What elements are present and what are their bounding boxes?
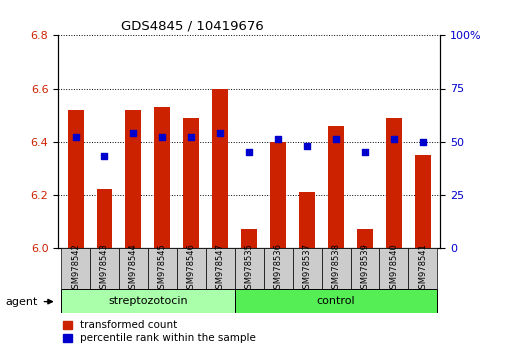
Bar: [212, 88, 228, 248]
Point: [71, 135, 79, 140]
Point: [418, 139, 426, 144]
Bar: [327, 126, 343, 248]
Text: GSM978541: GSM978541: [418, 243, 427, 293]
FancyBboxPatch shape: [119, 248, 147, 289]
Text: GSM978546: GSM978546: [186, 243, 195, 293]
Bar: [270, 142, 285, 248]
Point: [389, 137, 397, 142]
FancyBboxPatch shape: [206, 248, 234, 289]
Text: GSM978537: GSM978537: [302, 242, 311, 294]
Text: agent: agent: [5, 297, 37, 307]
FancyBboxPatch shape: [263, 248, 292, 289]
FancyBboxPatch shape: [147, 248, 177, 289]
FancyBboxPatch shape: [61, 248, 90, 289]
Point: [187, 135, 195, 140]
Text: GSM978543: GSM978543: [100, 243, 109, 293]
Bar: [298, 192, 315, 248]
FancyBboxPatch shape: [234, 289, 436, 313]
FancyBboxPatch shape: [90, 248, 119, 289]
Text: GSM978547: GSM978547: [215, 243, 224, 293]
FancyBboxPatch shape: [177, 248, 206, 289]
Text: GSM978542: GSM978542: [71, 243, 80, 293]
Text: GSM978544: GSM978544: [129, 243, 138, 293]
Text: GSM978538: GSM978538: [331, 242, 340, 294]
Bar: [154, 107, 170, 248]
Text: GSM978535: GSM978535: [244, 243, 253, 293]
Point: [331, 137, 339, 142]
Text: GSM978536: GSM978536: [273, 242, 282, 294]
FancyBboxPatch shape: [408, 248, 436, 289]
Point: [245, 149, 253, 155]
Bar: [357, 229, 372, 248]
Text: GSM978545: GSM978545: [158, 243, 167, 293]
Bar: [385, 118, 401, 248]
Text: GSM978539: GSM978539: [360, 243, 369, 293]
Legend: transformed count, percentile rank within the sample: transformed count, percentile rank withi…: [63, 320, 256, 343]
Point: [302, 143, 311, 149]
Point: [158, 135, 166, 140]
FancyBboxPatch shape: [321, 248, 350, 289]
Point: [100, 154, 109, 159]
Bar: [183, 118, 199, 248]
FancyBboxPatch shape: [350, 248, 379, 289]
FancyBboxPatch shape: [234, 248, 263, 289]
Bar: [125, 110, 141, 248]
Bar: [241, 229, 257, 248]
Point: [274, 137, 282, 142]
Point: [129, 130, 137, 136]
Point: [216, 130, 224, 136]
FancyBboxPatch shape: [379, 248, 408, 289]
Point: [360, 149, 368, 155]
Text: control: control: [316, 296, 355, 306]
Text: GSM978540: GSM978540: [389, 243, 397, 293]
Text: streptozotocin: streptozotocin: [108, 296, 187, 306]
Text: GDS4845 / 10419676: GDS4845 / 10419676: [121, 19, 263, 33]
FancyBboxPatch shape: [292, 248, 321, 289]
Bar: [414, 155, 430, 248]
Bar: [68, 110, 83, 248]
FancyBboxPatch shape: [61, 289, 234, 313]
Bar: [96, 189, 112, 248]
